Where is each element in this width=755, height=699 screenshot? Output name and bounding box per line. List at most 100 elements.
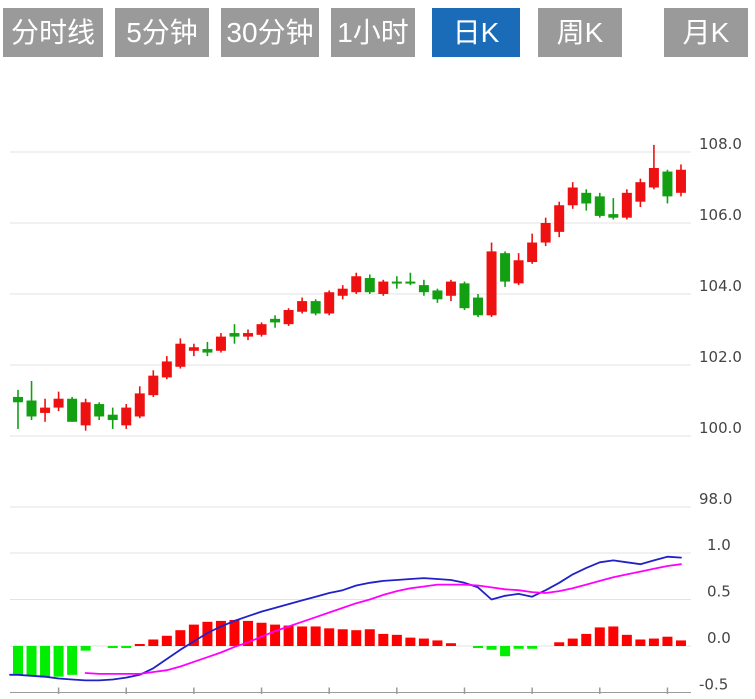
tab-weekly-k[interactable]: 周K	[538, 8, 622, 57]
macd-hist-bar-up	[134, 644, 145, 646]
candle-body	[513, 260, 524, 284]
macd-hist-bar-up	[297, 626, 308, 646]
macd-hist-bar-up	[581, 633, 592, 646]
candle-body	[351, 276, 362, 293]
candle-body	[283, 309, 294, 325]
macd-hist-bar-down	[26, 646, 37, 676]
candle-body	[297, 301, 308, 312]
macd-hist-bar-up	[675, 640, 686, 646]
candle-body	[161, 361, 172, 378]
candle-body	[378, 281, 389, 294]
candle-body	[243, 333, 254, 337]
candle-body	[554, 205, 565, 232]
candle-body	[459, 283, 470, 309]
macd-hist-bar-up	[215, 620, 226, 646]
macd-hist-bar-down	[53, 646, 64, 677]
macd-axis-label: 0.5	[707, 583, 731, 601]
candle-body	[486, 251, 497, 316]
candle-body	[229, 333, 240, 337]
macd-hist-bar-up	[662, 636, 673, 646]
price-axis-label: 106.0	[699, 206, 742, 224]
tab-30min[interactable]: 30分钟	[221, 8, 319, 57]
macd-hist-bar-up	[648, 638, 659, 646]
macd-axis-label: -0.5	[699, 676, 728, 694]
macd-hist-bar-up	[594, 627, 605, 646]
candle-body	[26, 400, 37, 417]
candle-body	[67, 398, 78, 422]
macd-hist-bar-up	[445, 643, 456, 646]
macd-dea-line	[84, 563, 682, 675]
macd-hist-bar-up	[567, 638, 578, 646]
candle-body	[175, 343, 186, 367]
tab-daily-k[interactable]: 日K	[432, 8, 520, 57]
macd-hist-bar-up	[432, 640, 443, 646]
candle-body	[635, 182, 646, 202]
candle-body	[567, 187, 578, 206]
candle-body	[188, 347, 199, 351]
macd-hist-bar-down	[40, 646, 51, 678]
macd-hist-bar-up	[175, 630, 186, 646]
macd-hist-bar-up	[256, 622, 267, 646]
macd-hist-bar-up	[391, 634, 402, 646]
period-toolbar: 分时线 5分钟 30分钟 1小时 日K 周K 月K	[3, 8, 748, 57]
macd-hist-bar-up	[148, 639, 159, 646]
candle-body	[432, 290, 443, 300]
candle-body	[310, 301, 321, 314]
candle-body	[202, 349, 213, 353]
candle-body	[473, 297, 484, 316]
macd-hist-bar-up	[283, 625, 294, 646]
macd-hist-bar-down	[473, 646, 484, 648]
candle-body	[121, 407, 132, 426]
macd-hist-bar-up	[608, 626, 619, 646]
macd-hist-bar-down	[500, 646, 511, 657]
candle-body	[500, 253, 511, 282]
candle-body	[662, 171, 673, 197]
candle-body	[445, 281, 456, 296]
price-axis-label: 102.0	[699, 348, 742, 366]
candle-body	[675, 169, 686, 193]
macd-hist-bar-down	[486, 646, 497, 650]
macd-hist-bar-up	[310, 626, 321, 646]
candle-body	[337, 288, 348, 296]
macd-hist-bar-up	[270, 624, 281, 646]
candle-body	[648, 167, 659, 188]
candle-body	[53, 398, 64, 408]
price-axis-label: 98.0	[699, 490, 732, 508]
macd-hist-bar-down	[80, 646, 91, 651]
macd-hist-bar-down	[121, 646, 132, 648]
candle-body	[40, 407, 51, 413]
macd-hist-bar-up	[364, 629, 375, 646]
macd-hist-bar-up	[324, 628, 335, 646]
tab-monthly-k[interactable]: 月K	[664, 8, 748, 57]
macd-hist-bar-up	[405, 637, 416, 646]
candle-body	[581, 192, 592, 204]
candle-body	[256, 324, 267, 335]
macd-hist-bar-up	[351, 630, 362, 646]
macd-hist-bar-up	[161, 635, 172, 646]
candle-body	[80, 402, 91, 426]
macd-hist-bar-down	[513, 646, 524, 649]
macd-hist-bar-down	[107, 646, 118, 648]
macd-hist-bar-up	[337, 629, 348, 646]
candle-body	[405, 281, 416, 284]
candle-body	[364, 278, 375, 293]
candle-body	[13, 396, 23, 403]
macd-hist-bar-up	[635, 639, 646, 646]
macd-hist-bar-down	[67, 646, 78, 675]
price-axis-label: 108.0	[699, 135, 742, 153]
macd-hist-bar-up	[621, 634, 632, 646]
macd-hist-bar-up	[554, 642, 565, 646]
macd-axis-label: 1.0	[707, 536, 731, 554]
candle-body	[148, 375, 159, 396]
price-axis-label: 100.0	[699, 419, 742, 437]
tab-time-line[interactable]: 分时线	[3, 8, 103, 57]
tab-5min[interactable]: 5分钟	[115, 8, 209, 57]
macd-hist-bar-down	[13, 646, 23, 675]
candle-body	[270, 318, 281, 323]
candle-body	[594, 196, 605, 216]
candle-body	[621, 192, 632, 218]
tab-1hour[interactable]: 1小时	[331, 8, 415, 57]
candle-body	[215, 336, 226, 351]
